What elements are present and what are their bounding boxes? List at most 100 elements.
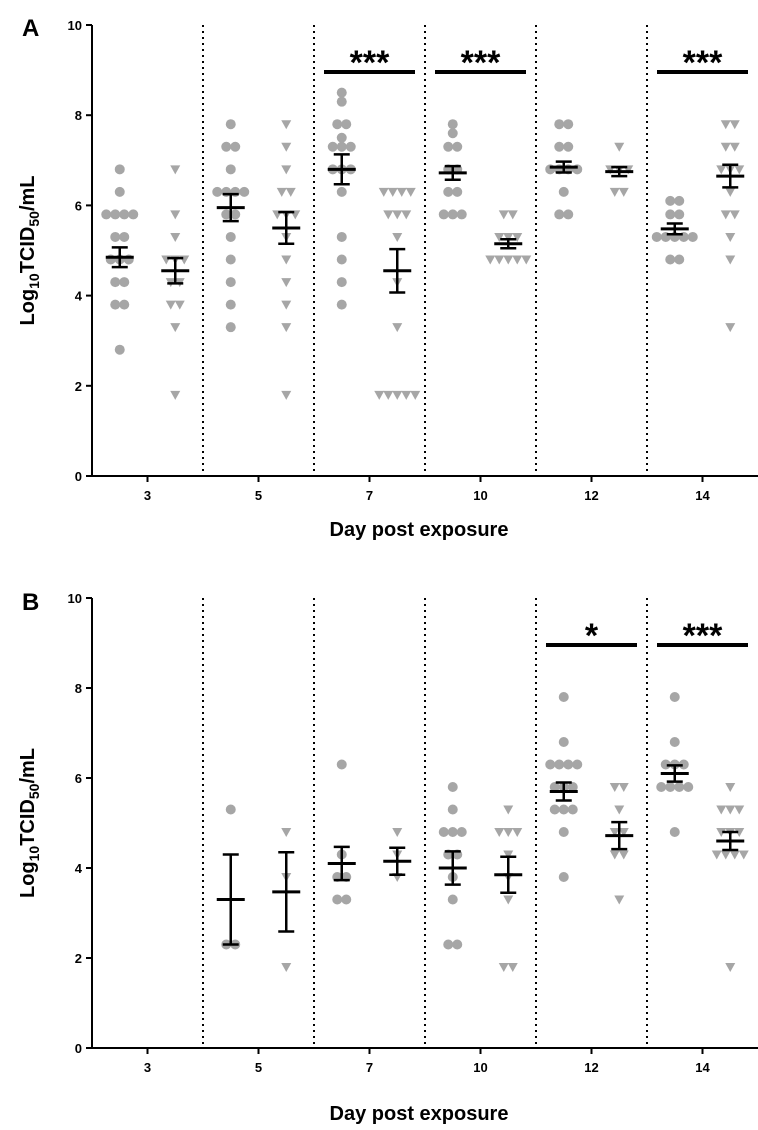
data-point-circle: [567, 782, 578, 792]
data-point-circle: [443, 939, 454, 950]
data-point-triangle: [618, 187, 629, 197]
data-point-circle: [225, 322, 236, 333]
data-point-triangle: [725, 187, 736, 197]
data-point-circle: [452, 141, 463, 152]
data-point-triangle: [725, 232, 736, 242]
data-point-triangle: [383, 210, 394, 220]
data-point-circle: [110, 231, 121, 242]
data-point-triangle: [614, 895, 625, 905]
data-point-circle: [558, 692, 569, 702]
data-point-triangle: [503, 895, 514, 905]
data-point-circle: [447, 804, 458, 815]
data-point-triangle: [170, 390, 181, 400]
y-tick-label: 6: [75, 198, 82, 213]
data-point-triangle: [609, 187, 620, 197]
data-point-circle: [438, 209, 449, 220]
data-point-triangle: [711, 850, 722, 860]
y-tick-label: 8: [75, 681, 82, 696]
data-point-triangle: [281, 278, 292, 288]
data-point-triangle: [387, 187, 398, 197]
data-point-circle: [554, 141, 565, 152]
x-tick-label: 10: [473, 488, 487, 503]
x-tick-label: 3: [144, 1060, 151, 1075]
data-point-circle: [101, 209, 112, 220]
data-point-triangle: [725, 323, 736, 333]
data-point-triangle: [720, 850, 731, 860]
data-point-circle: [563, 759, 574, 770]
data-point-circle: [336, 254, 347, 265]
data-point-triangle: [725, 805, 736, 815]
data-point-triangle: [401, 390, 412, 400]
data-point-triangle: [392, 828, 403, 837]
data-point-circle: [230, 209, 241, 220]
data-point-circle: [563, 141, 574, 152]
data-point-circle: [225, 164, 236, 175]
data-point-triangle: [609, 828, 620, 837]
x-tick-label: 5: [255, 488, 262, 503]
data-point-triangle: [725, 783, 736, 792]
y-tick-label: 10: [68, 591, 82, 606]
data-point-circle: [341, 894, 352, 905]
significance-label: ***: [683, 617, 723, 655]
data-point-triangle: [285, 187, 296, 197]
data-point-circle: [549, 804, 560, 815]
data-point-triangle: [614, 142, 625, 152]
data-point-triangle: [498, 963, 509, 972]
panel-letter: A: [22, 15, 39, 42]
data-point-circle: [332, 119, 343, 130]
data-point-circle: [212, 186, 223, 197]
data-point-circle: [572, 759, 583, 770]
data-point-triangle: [170, 323, 181, 333]
data-point-triangle: [609, 783, 620, 792]
data-point-triangle: [507, 210, 518, 220]
data-point-triangle: [281, 255, 292, 265]
data-point-circle: [225, 299, 236, 310]
x-tick-label: 10: [473, 1060, 487, 1075]
y-axis-label-sub1: 10: [26, 846, 42, 862]
data-point-triangle: [494, 828, 505, 837]
data-point-triangle: [725, 963, 736, 972]
data-point-triangle: [618, 850, 629, 860]
data-point-circle: [665, 254, 676, 265]
y-axis-label-prefix: Log: [17, 289, 39, 326]
data-point-triangle: [720, 142, 731, 152]
data-point-circle: [119, 231, 130, 242]
data-point-circle: [128, 209, 139, 220]
data-point-circle: [665, 782, 676, 792]
data-point-triangle: [405, 187, 416, 197]
data-point-circle: [558, 737, 569, 747]
data-point-triangle: [716, 805, 727, 815]
y-tick-label: 0: [75, 469, 82, 484]
data-point-triangle: [170, 165, 181, 175]
data-point-circle: [687, 231, 698, 242]
data-point-triangle: [618, 828, 629, 837]
data-point-circle: [447, 782, 458, 792]
data-point-triangle: [392, 232, 403, 242]
data-point-triangle: [281, 142, 292, 152]
data-point-circle: [683, 782, 694, 792]
data-point-circle: [674, 195, 685, 206]
data-point-circle: [341, 119, 352, 130]
data-point-circle: [336, 759, 347, 770]
panel-letter: B: [22, 589, 39, 616]
data-point-triangle: [170, 210, 181, 220]
x-tick-label: 12: [584, 488, 598, 503]
data-point-circle: [336, 96, 347, 107]
data-point-triangle: [374, 390, 385, 400]
data-point-triangle: [281, 300, 292, 310]
data-point-circle: [660, 759, 671, 770]
y-axis-label-sub2: 50: [26, 783, 42, 799]
data-point-circle: [554, 759, 565, 770]
data-point-circle: [447, 894, 458, 905]
data-point-circle: [669, 737, 680, 747]
data-point-triangle: [392, 210, 403, 220]
data-point-circle: [456, 827, 467, 837]
y-tick-label: 4: [75, 289, 83, 304]
data-point-triangle: [161, 255, 172, 265]
data-point-triangle: [276, 187, 287, 197]
x-tick-label: 7: [366, 488, 373, 503]
x-tick-label: 5: [255, 1060, 262, 1075]
significance-label: ***: [461, 44, 501, 82]
data-point-triangle: [165, 300, 176, 310]
